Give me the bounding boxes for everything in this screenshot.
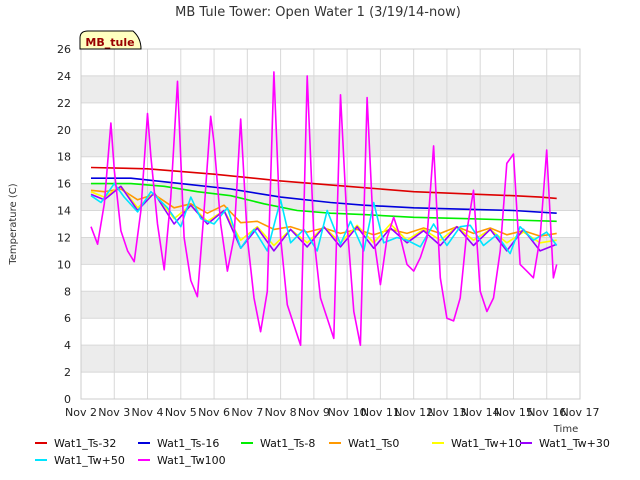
legend-label: Wat1_Ts-16	[157, 437, 219, 450]
x-tick-label: Nov 4	[132, 406, 164, 419]
x-tick-label: Nov 9	[298, 406, 330, 419]
x-tick-label: Nov 15	[494, 406, 533, 419]
legend-label: Wat1_Ts-8	[260, 437, 315, 450]
y-tick-label: 14	[57, 205, 71, 218]
plot-band	[81, 75, 580, 103]
plot-band	[81, 129, 580, 157]
legend-item: Wat1_Tw+30	[520, 437, 610, 450]
legend-item: Wat1_Ts-32	[35, 437, 116, 450]
x-tick-label: Nov 11	[361, 406, 400, 419]
y-tick-label: 2	[64, 366, 71, 379]
x-tick-label: Nov 8	[265, 406, 297, 419]
series-line-Wat1_Ts0	[90, 188, 557, 237]
legend-item: Wat1_Tw100	[138, 454, 226, 467]
y-tick-label: 10	[57, 258, 71, 271]
legend-label: Wat1_Ts-32	[54, 437, 116, 450]
series-line-Wat1_Tw+50	[90, 182, 558, 255]
legend-item: Wat1_Ts-8	[241, 437, 315, 450]
y-tick-label: 22	[57, 97, 71, 110]
x-tick-label: Nov 3	[98, 406, 130, 419]
x-tick-label: Nov 17	[561, 406, 600, 419]
legend-item: Wat1_Tw+10	[432, 437, 522, 450]
y-tick-label: 24	[57, 70, 71, 83]
y-tick-label: 20	[57, 124, 71, 137]
y-tick-label: 16	[57, 178, 71, 191]
series-line-Wat1_Tw100	[90, 71, 558, 347]
x-tick-label: Nov 6	[198, 406, 230, 419]
y-tick-label: 26	[57, 43, 71, 56]
legend-label: Wat1_Tw100	[157, 454, 226, 467]
legend-label: Wat1_Ts0	[348, 437, 399, 450]
x-tick-label: Nov 13	[427, 406, 466, 419]
plot-band	[81, 291, 580, 319]
series-line-Wat1_Ts-16	[91, 177, 557, 214]
x-tick-label: Nov 5	[165, 406, 197, 419]
x-tick-label: Nov 16	[527, 406, 566, 419]
x-tick-label: Nov 10	[328, 406, 367, 419]
series-line-Wat1_Ts-8	[91, 182, 557, 223]
x-tick-label: Nov 2	[65, 406, 97, 419]
y-tick-label: 6	[64, 312, 71, 325]
legend-item: Wat1_Tw+50	[35, 454, 125, 467]
y-tick-label: 12	[57, 231, 71, 244]
legend-label: Wat1_Tw+50	[54, 454, 125, 467]
site-label: MB_tule	[85, 36, 134, 49]
plot-band	[81, 345, 580, 373]
plot-band	[81, 237, 580, 265]
legend-item: Wat1_Ts-16	[138, 437, 219, 450]
x-tick-label: Nov 14	[461, 406, 500, 419]
plot-area	[81, 49, 580, 399]
series-layer	[90, 71, 558, 347]
y-tick-label: 4	[64, 339, 71, 352]
legend-label: Wat1_Tw+10	[451, 437, 522, 450]
legend-label: Wat1_Tw+30	[539, 437, 610, 450]
chart-title: MB Tule Tower: Open Water 1 (3/19/14-now…	[175, 5, 461, 20]
site-label-box: MB_tule	[79, 30, 142, 50]
y-tick-label: 8	[64, 285, 71, 298]
y-tick-label: 18	[57, 151, 71, 164]
x-tick-label: Nov 12	[394, 406, 433, 419]
x-tick-label: Nov 7	[231, 406, 263, 419]
legend: Wat1_Ts-32 Wat1_Ts-16 Wat1_Ts-8 Wat1_Ts0 Wat…	[35, 437, 610, 467]
plot-frame	[80, 48, 581, 400]
y-axis-label: Temperature (C)	[8, 183, 19, 265]
site-label-shape	[79, 30, 142, 50]
legend-item: Wat1_Ts0	[329, 437, 399, 450]
x-axis-label: Time	[553, 424, 578, 435]
y-tick-label: 0	[64, 393, 71, 406]
plot-background	[81, 49, 580, 399]
